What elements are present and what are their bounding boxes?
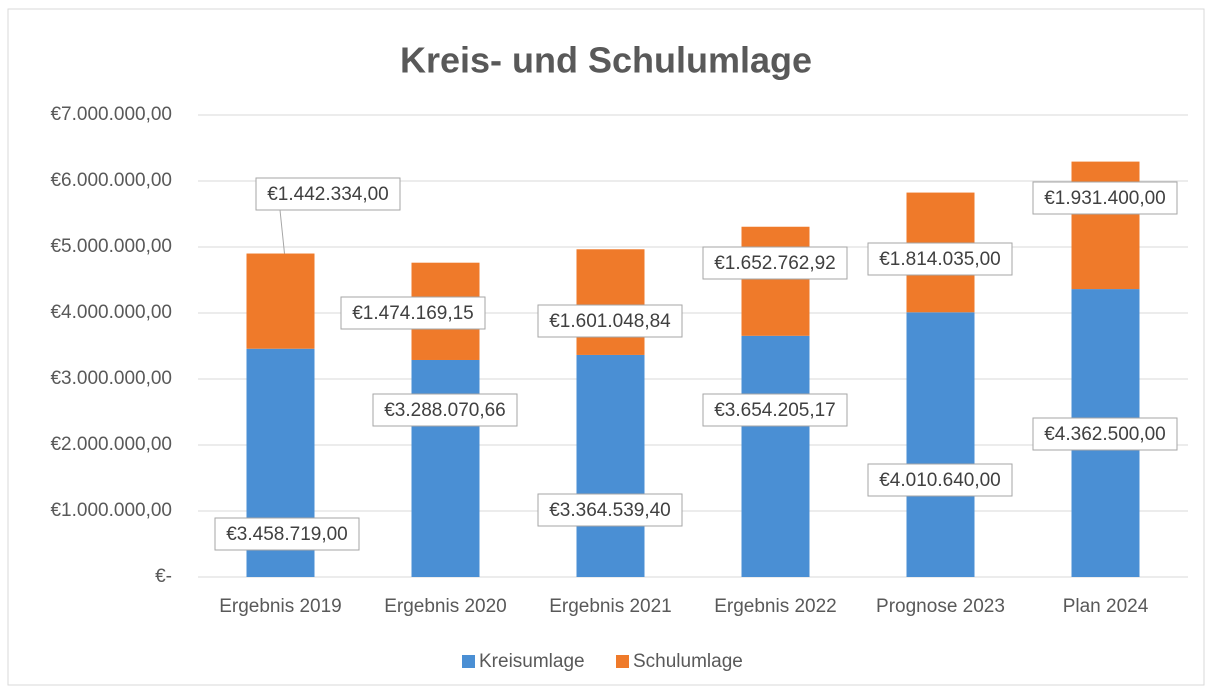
y-tick-label: €4.000.000,00 <box>50 302 172 323</box>
data-label-box <box>1032 181 1178 215</box>
y-tick-label: €- <box>155 566 172 587</box>
x-tick-label: Prognose 2023 <box>876 596 1005 617</box>
data-label-box <box>867 463 1013 497</box>
data-label-box <box>867 242 1013 276</box>
data-label: €1.931.400,00 <box>1044 188 1166 209</box>
bar-segment <box>741 335 810 577</box>
data-label: €4.362.500,00 <box>1044 424 1166 445</box>
data-label: €3.288.070,66 <box>384 400 506 421</box>
bar-segment <box>1071 161 1140 290</box>
data-label: €1.601.048,84 <box>549 311 671 332</box>
y-tick-label: €3.000.000,00 <box>50 368 172 389</box>
bar-segment <box>741 226 810 336</box>
legend-swatch <box>616 655 629 668</box>
x-tick-label: Ergebnis 2021 <box>549 596 672 617</box>
data-label: €1.652.762,92 <box>714 253 836 274</box>
bar-segment <box>576 354 645 577</box>
chart-title: Kreis- und Schulumlage <box>400 40 812 81</box>
leader-line <box>279 209 285 254</box>
x-tick-label: Plan 2024 <box>1063 596 1149 617</box>
x-tick-label: Ergebnis 2020 <box>384 596 507 617</box>
x-tick-label: Ergebnis 2022 <box>714 596 837 617</box>
data-label-box <box>537 304 683 338</box>
bar-segment <box>411 359 480 577</box>
bar-segment <box>246 253 315 349</box>
data-label: €3.654.205,17 <box>714 400 836 421</box>
data-label-box <box>702 393 848 427</box>
legend-label: Schulumlage <box>633 651 743 672</box>
bar-segment <box>576 249 645 355</box>
data-label: €3.364.539,40 <box>549 500 671 521</box>
y-tick-label: €1.000.000,00 <box>50 500 172 521</box>
data-label: €1.814.035,00 <box>879 249 1001 270</box>
data-label: €4.010.640,00 <box>879 470 1001 491</box>
data-label-box <box>255 177 401 211</box>
legend-swatch <box>462 655 475 668</box>
data-label: €1.442.334,00 <box>267 184 389 205</box>
x-tick-label: Ergebnis 2019 <box>219 596 342 617</box>
data-label-box <box>340 296 486 330</box>
y-tick-label: €2.000.000,00 <box>50 434 172 455</box>
legend-label: Kreisumlage <box>479 651 585 672</box>
data-label-box <box>537 493 683 527</box>
data-label: €3.458.719,00 <box>226 524 348 545</box>
data-label-box <box>214 517 360 551</box>
data-label-box <box>702 246 848 280</box>
data-label: €1.474.169,15 <box>352 303 474 324</box>
bar-segment <box>906 312 975 577</box>
data-label-box <box>1032 417 1178 451</box>
y-tick-label: €5.000.000,00 <box>50 236 172 257</box>
y-tick-label: €6.000.000,00 <box>50 170 172 191</box>
data-label-box <box>372 393 518 427</box>
y-tick-label: €7.000.000,00 <box>50 104 172 125</box>
